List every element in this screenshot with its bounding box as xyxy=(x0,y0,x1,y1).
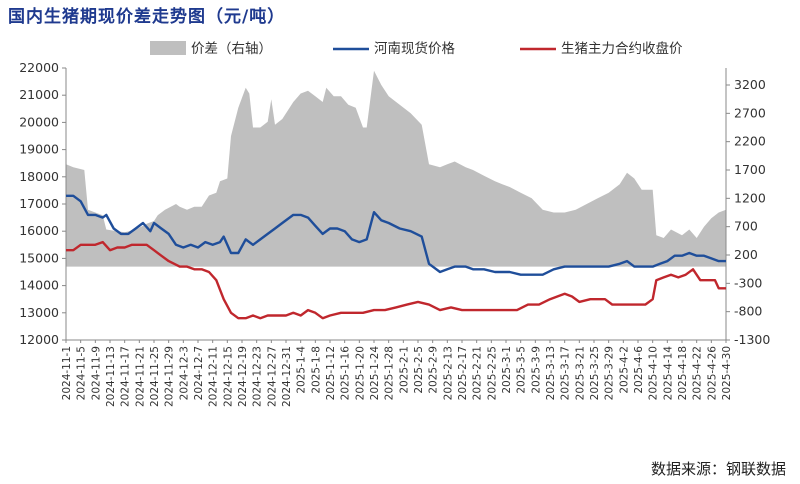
left-tick-label: 15000 xyxy=(19,250,59,265)
x-tick-label: 2025-1-12 xyxy=(325,346,337,400)
x-tick-label: 2024-12-31 xyxy=(281,346,293,407)
left-tick-label: 22000 xyxy=(19,60,59,75)
left-tick-label: 16000 xyxy=(19,223,59,238)
left-tick-label: 17000 xyxy=(19,196,59,211)
x-tick-label: 2025-3-17 xyxy=(560,346,572,400)
x-tick-label: 2024-12-7 xyxy=(193,346,205,400)
x-tick-label: 2025-2-21 xyxy=(472,346,484,400)
x-tick-label: 2025-4-2 xyxy=(618,346,630,394)
futures-line xyxy=(66,240,726,320)
x-tick-label: 2025-4-30 xyxy=(721,346,733,400)
spot-line xyxy=(66,194,726,276)
right-tick-label: -800 xyxy=(734,304,762,319)
x-tick-label: 2024-11-1 xyxy=(61,346,73,400)
x-tick-label: 2024-11-13 xyxy=(105,346,117,407)
x-tick-label: 2025-4-10 xyxy=(648,346,660,400)
x-tick-label: 2025-4-18 xyxy=(677,346,689,400)
x-tick-label: 2025-3-1 xyxy=(501,346,513,394)
left-tick-label: 14000 xyxy=(19,278,59,293)
x-tick-label: 2025-1-8 xyxy=(310,346,322,394)
legend-label-spread: 价差（右轴） xyxy=(191,41,272,57)
spread-area xyxy=(66,70,726,267)
x-tick-label: 2025-3-25 xyxy=(589,346,601,400)
x-tick-label: 2024-11-5 xyxy=(76,346,88,400)
x-tick-label: 2024-11-29 xyxy=(164,346,176,407)
source-note: 数据来源：钢联数据 xyxy=(650,460,786,478)
left-tick-label: 21000 xyxy=(19,87,59,102)
legend-label-spot: 河南现货价格 xyxy=(374,40,455,57)
x-tick-label: 2025-2-5 xyxy=(413,346,425,394)
x-tick-label: 2025-4-22 xyxy=(692,346,704,400)
x-tick-label: 2024-12-19 xyxy=(237,346,249,407)
x-tick-label: 2024-12-15 xyxy=(222,346,234,407)
left-tick-label: 12000 xyxy=(19,332,59,347)
right-tick-label: 1200 xyxy=(734,190,766,205)
x-tick-label: 2025-1-4 xyxy=(296,346,308,394)
x-tick-label: 2024-11-17 xyxy=(120,346,132,407)
left-tick-label: 20000 xyxy=(19,114,59,129)
x-tick-label: 2024-12-23 xyxy=(252,346,264,407)
right-tick-label: 3200 xyxy=(734,77,766,92)
left-tick-label: 19000 xyxy=(19,142,59,157)
x-tick-label: 2025-1-28 xyxy=(384,346,396,400)
x-tick-label: 2025-4-14 xyxy=(662,346,674,401)
x-tick-label: 2025-2-17 xyxy=(457,346,469,400)
right-tick-label: -1300 xyxy=(734,332,770,347)
right-tick-label: -300 xyxy=(734,275,762,290)
x-tick-label: 2025-1-20 xyxy=(354,346,366,400)
x-tick-label: 2025-3-13 xyxy=(545,346,557,400)
x-tick-label: 2024-11-21 xyxy=(134,346,146,407)
x-tick-label: 2024-12-27 xyxy=(266,346,278,407)
chart-title: 国内生猪期现价差走势图（元/吨） xyxy=(8,7,286,27)
x-tick-label: 2025-4-26 xyxy=(706,346,718,401)
right-tick-label: 1700 xyxy=(734,162,766,177)
right-tick-label: 200 xyxy=(734,247,758,262)
x-tick-label: 2025-2-25 xyxy=(486,346,498,400)
left-tick-label: 13000 xyxy=(19,305,59,320)
legend-swatch-spread xyxy=(150,41,186,55)
x-tick-label: 2024-12-11 xyxy=(208,346,220,407)
right-tick-label: 2700 xyxy=(734,105,766,120)
x-tick-label: 2025-2-9 xyxy=(428,346,440,394)
x-tick-label: 2025-3-5 xyxy=(516,346,528,394)
x-tick-label: 2024-12-3 xyxy=(178,346,190,400)
x-tick-label: 2024-11-25 xyxy=(149,346,161,407)
x-tick-label: 2025-2-13 xyxy=(442,346,454,400)
x-tick-label: 2025-3-29 xyxy=(604,346,616,400)
left-tick-label: 18000 xyxy=(19,169,59,184)
x-tick-label: 2025-1-24 xyxy=(369,346,381,401)
right-tick-label: 2200 xyxy=(734,134,766,149)
right-tick-label: 700 xyxy=(734,219,758,234)
x-tick-label: 2024-11-9 xyxy=(90,346,102,400)
x-tick-label: 2025-3-9 xyxy=(530,346,542,394)
x-tick-label: 2025-2-1 xyxy=(398,346,410,394)
x-tick-label: 2025-4-6 xyxy=(633,346,645,394)
x-tick-label: 2025-1-16 xyxy=(340,346,352,401)
legend-label-futures: 生猪主力合约收盘价 xyxy=(561,40,683,57)
x-tick-label: 2025-3-21 xyxy=(574,346,586,400)
